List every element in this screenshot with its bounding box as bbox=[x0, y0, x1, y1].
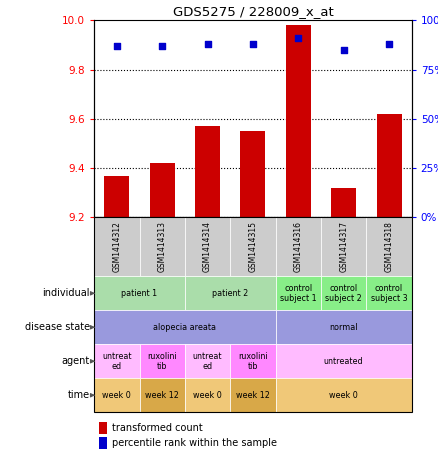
Text: untreated: untreated bbox=[324, 357, 364, 366]
Bar bbox=[99, 422, 107, 434]
Bar bbox=[230, 217, 276, 276]
Title: GDS5275 / 228009_x_at: GDS5275 / 228009_x_at bbox=[173, 5, 333, 18]
Bar bbox=[377, 114, 402, 217]
Point bbox=[295, 34, 302, 42]
Point bbox=[249, 40, 256, 48]
Bar bbox=[94, 310, 276, 344]
Bar bbox=[240, 131, 265, 217]
Text: patient 1: patient 1 bbox=[121, 289, 158, 298]
Bar bbox=[99, 437, 107, 449]
Bar bbox=[94, 217, 412, 412]
Text: GSM1414314: GSM1414314 bbox=[203, 222, 212, 272]
Text: GSM1414312: GSM1414312 bbox=[113, 222, 121, 272]
Point bbox=[204, 40, 211, 48]
Text: disease state: disease state bbox=[25, 322, 90, 333]
Text: GSM1414318: GSM1414318 bbox=[385, 222, 393, 272]
Text: control
subject 3: control subject 3 bbox=[371, 284, 407, 303]
Text: week 12: week 12 bbox=[145, 391, 179, 400]
Bar bbox=[230, 378, 276, 412]
Bar bbox=[150, 163, 175, 217]
Point bbox=[385, 40, 392, 48]
Text: agent: agent bbox=[62, 356, 90, 366]
Bar bbox=[321, 217, 366, 276]
Text: transformed count: transformed count bbox=[112, 423, 202, 433]
Text: week 0: week 0 bbox=[329, 391, 358, 400]
Point bbox=[159, 43, 166, 50]
Text: ruxolini
tib: ruxolini tib bbox=[238, 352, 268, 371]
Text: control
subject 2: control subject 2 bbox=[325, 284, 362, 303]
Text: normal: normal bbox=[329, 323, 358, 332]
Text: individual: individual bbox=[42, 288, 90, 299]
Text: GSM1414315: GSM1414315 bbox=[248, 222, 258, 272]
Bar bbox=[94, 344, 140, 378]
Bar bbox=[140, 217, 185, 276]
Bar bbox=[94, 276, 185, 310]
Bar bbox=[331, 188, 356, 217]
Bar bbox=[195, 126, 220, 217]
Text: untreat
ed: untreat ed bbox=[102, 352, 131, 371]
Bar bbox=[276, 217, 321, 276]
Bar bbox=[140, 344, 185, 378]
Bar bbox=[94, 378, 140, 412]
Text: percentile rank within the sample: percentile rank within the sample bbox=[112, 439, 277, 448]
Text: untreat
ed: untreat ed bbox=[193, 352, 223, 371]
Bar bbox=[185, 344, 230, 378]
Text: GSM1414316: GSM1414316 bbox=[294, 222, 303, 272]
Text: ruxolini
tib: ruxolini tib bbox=[148, 352, 177, 371]
Bar bbox=[140, 378, 185, 412]
Point bbox=[113, 43, 120, 50]
Point bbox=[340, 46, 347, 53]
Text: control
subject 1: control subject 1 bbox=[280, 284, 317, 303]
Bar bbox=[366, 217, 412, 276]
Bar bbox=[276, 378, 412, 412]
Text: patient 2: patient 2 bbox=[212, 289, 248, 298]
Bar bbox=[276, 310, 412, 344]
Text: GSM1414313: GSM1414313 bbox=[158, 222, 167, 272]
Bar bbox=[185, 217, 230, 276]
Bar bbox=[286, 25, 311, 217]
Text: alopecia areata: alopecia areata bbox=[153, 323, 216, 332]
Bar bbox=[185, 276, 276, 310]
Text: week 0: week 0 bbox=[193, 391, 222, 400]
Text: GSM1414317: GSM1414317 bbox=[339, 222, 348, 272]
Bar bbox=[185, 378, 230, 412]
Bar bbox=[366, 276, 412, 310]
Text: week 0: week 0 bbox=[102, 391, 131, 400]
Bar bbox=[276, 276, 321, 310]
Bar bbox=[104, 176, 129, 217]
Text: week 12: week 12 bbox=[236, 391, 270, 400]
Bar bbox=[276, 344, 412, 378]
Bar bbox=[94, 217, 140, 276]
Bar bbox=[321, 276, 366, 310]
Text: time: time bbox=[67, 390, 90, 400]
Bar bbox=[230, 344, 276, 378]
